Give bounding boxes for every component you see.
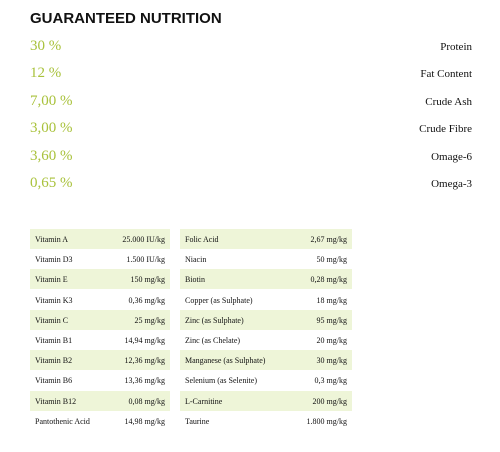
- table-row: Selenium (as Selenite) 0,3 mg/kg: [180, 370, 352, 390]
- row-label: Folic Acid: [185, 235, 219, 244]
- table-row: Vitamin A 25.000 IU/kg: [30, 229, 170, 249]
- row-value: 0,28 mg/kg: [310, 275, 347, 285]
- table-row: L-Carnitine 200 mg/kg: [180, 390, 352, 411]
- nutrient-label: Crude Ash: [425, 95, 472, 108]
- table-row: Zinc (as Chelate) 20 mg/kg: [180, 330, 352, 350]
- table-row: Taurine 1.800 mg/kg: [180, 411, 352, 431]
- row-label: Manganese (as Sulphate): [185, 356, 266, 366]
- nutrient-value: 30 %: [30, 38, 62, 54]
- row-value: 0,36 mg/kg: [128, 295, 165, 305]
- row-value: 0,08 mg/kg: [128, 396, 165, 406]
- row-value: 20 mg/kg: [316, 336, 347, 345]
- row-label: Vitamin B12: [35, 396, 77, 406]
- row-label: Selenium (as Selenite): [185, 376, 257, 386]
- row-value: 14,94 mg/kg: [124, 336, 165, 345]
- table-row: Vitamin B12 0,08 mg/kg: [30, 390, 170, 411]
- table-row: Vitamin C 25 mg/kg: [30, 309, 170, 330]
- table-row: Vitamin D3 1.500 IU/kg: [30, 249, 170, 269]
- row-label: Taurine: [185, 416, 210, 426]
- row-value: 0,3 mg/kg: [314, 376, 347, 386]
- table-row: Vitamin K3 0,36 mg/kg: [30, 290, 170, 310]
- nutrient-label: Crude Fibre: [419, 123, 472, 136]
- row-value: 13,36 mg/kg: [124, 376, 165, 386]
- row-value: 50 mg/kg: [316, 255, 347, 265]
- table-row: Vitamin B1 14,94 mg/kg: [30, 330, 170, 350]
- row-value: 95 mg/kg: [316, 315, 347, 325]
- row-label: Vitamin C: [35, 315, 69, 325]
- table-row: Zinc (as Sulphate) 95 mg/kg: [180, 309, 352, 330]
- row-label: Niacin: [185, 255, 207, 265]
- row-label: Copper (as Sulphate): [185, 295, 253, 305]
- table-row: Biotin 0,28 mg/kg: [180, 269, 352, 290]
- row-label: Zinc (as Sulphate): [185, 315, 244, 325]
- row-value: 150 mg/kg: [130, 275, 165, 285]
- title: GUARANTEED NUTRITION: [30, 10, 222, 27]
- nutrient-value: 7,00 %: [30, 92, 73, 109]
- row-label: Zinc (as Chelate): [185, 336, 241, 345]
- nutrient-label: Protein: [440, 41, 472, 53]
- nutrient-value: 3,00 %: [30, 120, 73, 137]
- nutrient-value: 0,65 %: [30, 175, 73, 191]
- table-row: Vitamin E 150 mg/kg: [30, 269, 170, 290]
- table-row: Niacin 50 mg/kg: [180, 249, 352, 269]
- row-value: 14,98 mg/kg: [124, 416, 165, 426]
- row-value: 25 mg/kg: [134, 315, 165, 325]
- nutrient-value: 3,60 %: [30, 147, 73, 164]
- row-value: 200 mg/kg: [312, 396, 347, 406]
- row-value: 12,36 mg/kg: [124, 356, 165, 366]
- row-label: Vitamin B6: [35, 376, 73, 386]
- nutrient-label: Omage-6: [431, 150, 472, 163]
- row-label: Pantothenic Acid: [35, 416, 90, 426]
- row-label: L-Carnitine: [185, 396, 223, 406]
- row-value: 1.800 mg/kg: [306, 416, 347, 426]
- row-label: Vitamin B2: [35, 356, 73, 366]
- nutrient-label: Omega-3: [431, 178, 472, 190]
- nutrient-label: Fat Content: [420, 68, 472, 81]
- table-row: Pantothenic Acid 14,98 mg/kg: [30, 411, 170, 431]
- row-label: Vitamin E: [35, 275, 68, 285]
- table-row: Folic Acid 2,67 mg/kg: [180, 229, 352, 249]
- row-value: 18 mg/kg: [316, 295, 347, 305]
- nutrient-value: 12 %: [30, 65, 62, 82]
- table-row: Manganese (as Sulphate) 30 mg/kg: [180, 350, 352, 371]
- row-label: Vitamin B1: [35, 336, 73, 345]
- row-label: Vitamin A: [35, 235, 69, 244]
- row-label: Vitamin K3: [35, 295, 73, 305]
- row-label: Biotin: [185, 275, 206, 285]
- table-row: Vitamin B6 13,36 mg/kg: [30, 370, 170, 390]
- row-value: 2,67 mg/kg: [310, 235, 347, 244]
- row-value: 25.000 IU/kg: [122, 235, 165, 244]
- table-row: Copper (as Sulphate) 18 mg/kg: [180, 290, 352, 310]
- table-row: Vitamin B2 12,36 mg/kg: [30, 350, 170, 371]
- row-label: Vitamin D3: [35, 255, 73, 265]
- row-value: 1.500 IU/kg: [126, 255, 165, 265]
- row-value: 30 mg/kg: [316, 356, 347, 366]
